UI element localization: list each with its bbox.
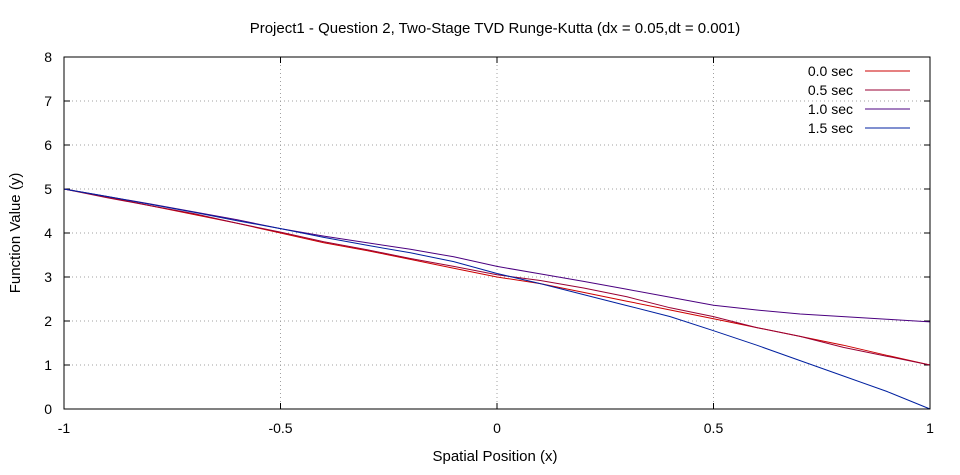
y-tick-label: 1 <box>44 357 52 373</box>
legend: 0.0 sec 0.5 sec 1.0 sec 1.5 sec <box>808 63 910 136</box>
x-tick-label: -1 <box>58 420 71 436</box>
y-axis-label: Function Value (y) <box>7 173 24 294</box>
plot-frame <box>63 56 931 410</box>
series-line-2 <box>63 188 931 323</box>
legend-label: 1.0 sec <box>808 101 853 117</box>
x-tick-label: 0.5 <box>704 420 724 436</box>
x-tick-label: 1 <box>926 420 934 436</box>
x-tick-label: 0 <box>493 420 501 436</box>
legend-label: 1.5 sec <box>808 120 853 136</box>
y-tick-label: 2 <box>44 313 52 329</box>
grid <box>64 57 930 409</box>
series-line-1 <box>63 188 931 366</box>
series-line-3 <box>63 188 931 410</box>
y-tick-label: 8 <box>44 49 52 65</box>
chart-title: Project1 - Question 2, Two-Stage TVD Run… <box>250 20 741 37</box>
axis-ticks: -1 -0.5 0 0.5 1 0 1 2 3 4 5 6 7 8 <box>44 49 934 436</box>
y-tick-label: 6 <box>44 137 52 153</box>
series-lines <box>63 188 931 410</box>
legend-label: 0.0 sec <box>808 63 853 79</box>
y-tick-label: 7 <box>44 93 52 109</box>
y-tick-label: 5 <box>44 181 52 197</box>
y-tick-label: 4 <box>44 225 52 241</box>
y-tick-label: 0 <box>44 401 52 417</box>
y-tick-label: 3 <box>44 269 52 285</box>
x-axis-label: Spatial Position (x) <box>432 448 557 465</box>
x-tick-label: -0.5 <box>268 420 292 436</box>
legend-label: 0.5 sec <box>808 82 853 98</box>
